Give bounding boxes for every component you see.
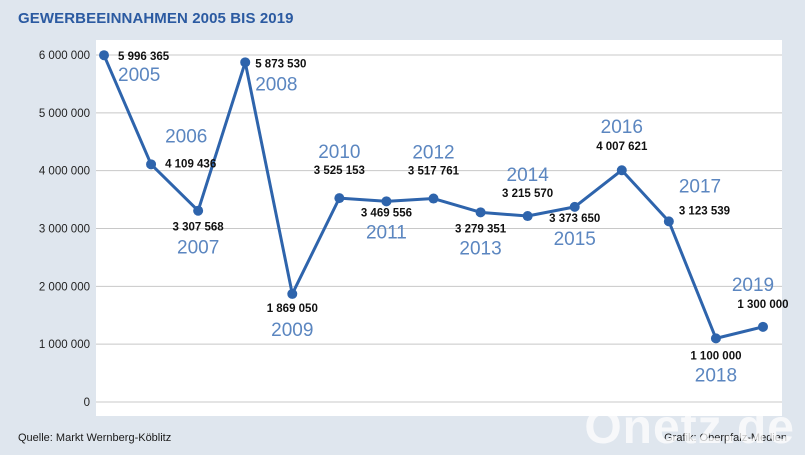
y-axis-ticks: 0 1 000 000 2 000 000 3 000 000 4 000 000 5 0…	[39, 50, 90, 409]
year-label: 2016	[601, 117, 643, 138]
data-point	[758, 321, 768, 332]
year-label: 2006	[165, 126, 207, 147]
year-label: 2014	[507, 165, 550, 186]
year-label: 2019	[732, 275, 774, 296]
value-label: 3 517 761	[408, 166, 460, 178]
year-label: 2010	[318, 142, 360, 163]
value-label: 3 215 570	[502, 188, 553, 200]
y-tick-label: 4 000 000	[39, 166, 90, 178]
data-point	[616, 165, 627, 176]
value-label: 1 869 050	[267, 303, 318, 315]
data-point	[193, 205, 204, 216]
data-point	[287, 288, 298, 299]
data-point	[475, 207, 486, 218]
data-point	[710, 333, 721, 344]
data-point	[428, 193, 439, 204]
value-label: 3 307 568	[173, 222, 225, 234]
credit-note: Grafik: Oberpfalz-Medien	[664, 432, 787, 444]
year-label: 2005	[118, 65, 160, 86]
value-label: 1 100 000	[690, 350, 741, 362]
data-point	[522, 211, 533, 222]
y-tick-label: 2 000 000	[39, 281, 90, 293]
year-label: 2017	[679, 176, 721, 197]
value-label: 3 373 650	[549, 213, 600, 225]
year-label: 2013	[459, 238, 501, 259]
data-point	[146, 159, 157, 170]
value-label: 3 525 153	[314, 165, 365, 177]
year-label: 2011	[366, 222, 407, 243]
data-point	[334, 193, 345, 204]
data-point	[99, 50, 109, 61]
watermark: Onetz.de	[584, 401, 795, 454]
data-point	[663, 216, 674, 227]
value-label: 3 123 539	[679, 205, 730, 217]
year-label: 2018	[695, 365, 737, 386]
year-label: 2007	[177, 238, 219, 259]
y-tick-label: 6 000 000	[39, 50, 90, 62]
value-label: 1 300 000	[737, 299, 788, 311]
value-label: 4 007 621	[596, 141, 648, 153]
y-tick-label: 5 000 000	[39, 108, 90, 120]
value-label: 4 109 436	[165, 158, 216, 170]
data-points	[99, 50, 768, 344]
data-point	[569, 201, 580, 212]
data-point	[240, 57, 251, 68]
y-tick-label: 3 000 000	[39, 224, 90, 236]
value-label: 5 996 365	[118, 51, 170, 63]
value-label: 3 279 351	[455, 223, 507, 235]
data-point	[381, 196, 392, 207]
source-note: Quelle: Markt Wernberg-Köblitz	[18, 432, 172, 444]
chart-title: GEWERBEEINNAHMEN 2005 BIS 2019	[18, 10, 294, 27]
data-labels: 5 996 365 2005 4 109 436 2006 3 307 568 2007 5…	[118, 51, 789, 386]
y-tick-label: 0	[84, 397, 90, 409]
value-label: 5 873 530	[255, 58, 306, 70]
y-tick-label: 1 000 000	[39, 339, 90, 351]
value-label: 3 469 556	[361, 207, 412, 219]
year-label: 2015	[554, 229, 596, 250]
year-label: 2008	[255, 74, 297, 95]
year-label: 2012	[412, 143, 454, 164]
year-label: 2009	[271, 320, 313, 341]
